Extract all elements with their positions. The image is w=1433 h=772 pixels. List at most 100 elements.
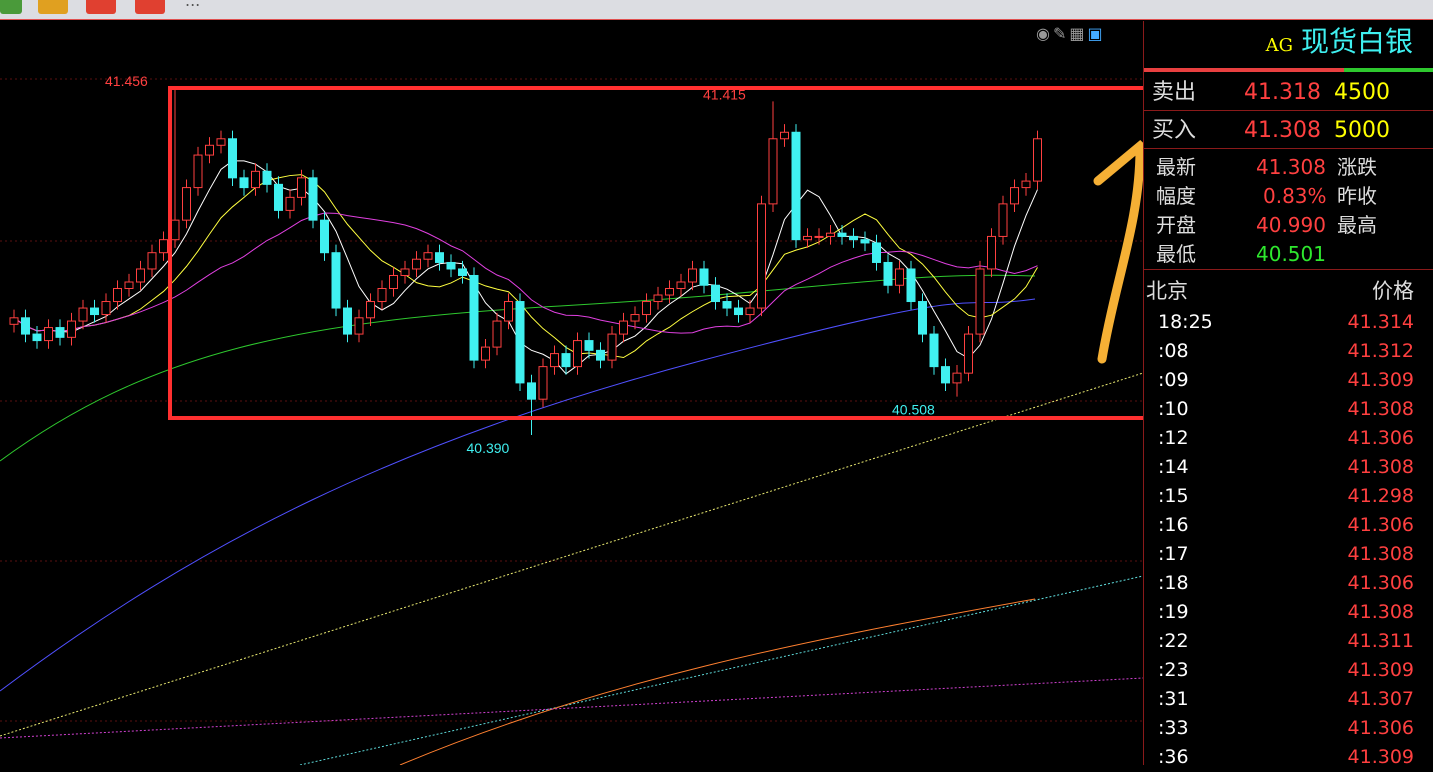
chart-toolbar: ◉✎▦▣ — [1036, 25, 1106, 43]
price-header: 价格 — [1372, 279, 1414, 303]
tick-row: :36 41.309 — [1144, 743, 1433, 772]
toolbar-more[interactable]: ... — [185, 0, 201, 10]
tick-time: :19 — [1158, 601, 1189, 623]
candle-body — [745, 307, 755, 316]
tick-time: :14 — [1158, 456, 1189, 478]
candle-body — [113, 288, 122, 303]
toolbar-button-2[interactable] — [38, 0, 68, 14]
tick-time: :08 — [1158, 340, 1189, 362]
extreme-label: 41.456 — [105, 73, 148, 89]
tick-row: :15 41.298 — [1144, 482, 1433, 511]
ma20-line — [13, 212, 1038, 334]
candle-body — [550, 353, 559, 368]
candle-body — [699, 268, 709, 286]
trend-line-cyan — [299, 575, 1143, 765]
high-label: 最高 — [1337, 213, 1377, 237]
candle-body — [561, 353, 571, 368]
candle-body — [90, 307, 99, 316]
tick-time: 18:25 — [1158, 311, 1213, 333]
candle-body — [285, 196, 295, 211]
candle-body — [458, 268, 467, 276]
latest-label: 最新 — [1156, 155, 1196, 179]
toolbar-button-4[interactable] — [135, 0, 165, 14]
candle-body — [757, 203, 766, 309]
candle-body — [630, 314, 640, 322]
trend-line-orange — [399, 598, 1036, 765]
candle-body — [423, 252, 433, 260]
candle-body — [722, 301, 732, 309]
candle-body — [377, 288, 387, 303]
candle-body — [216, 138, 226, 146]
candle-body — [814, 235, 824, 238]
candle-body — [492, 320, 502, 348]
buy-row: 买入 41.308 5000 — [1144, 118, 1433, 144]
tick-price: 41.298 — [1347, 485, 1414, 507]
candle-body — [895, 268, 904, 286]
instrument-title: AG 现货白银 — [1266, 25, 1413, 63]
candle-body — [849, 235, 858, 241]
tick-time: :23 — [1158, 659, 1189, 681]
candle-body — [596, 349, 605, 361]
tick-row: :17 41.308 — [1144, 540, 1433, 569]
candle-body — [343, 307, 352, 335]
candle-body — [607, 333, 617, 361]
tick-price: 41.306 — [1347, 427, 1414, 449]
candle-body — [101, 301, 111, 316]
tick-time: :31 — [1158, 688, 1189, 710]
candle-body — [228, 138, 237, 179]
candle-body — [791, 131, 801, 241]
candle-body — [952, 372, 962, 384]
candle-body — [987, 235, 996, 270]
candle-body — [78, 307, 88, 322]
candle-body — [136, 268, 145, 283]
tick-price: 41.308 — [1347, 543, 1414, 565]
tick-row: :12 41.306 — [1144, 424, 1433, 453]
tick-time: :16 — [1158, 514, 1189, 536]
tick-row: :16 41.306 — [1144, 511, 1433, 540]
tick-price: 41.308 — [1347, 601, 1414, 623]
extreme-label: 41.415 — [703, 86, 746, 102]
candle-body — [975, 268, 985, 335]
candlestick-chart: 41.456 41.415 40.390 40.508 — [0, 73, 1143, 765]
tick-price: 41.308 — [1347, 398, 1414, 420]
candle-body — [964, 333, 973, 374]
candle-body — [642, 301, 651, 316]
candle-body — [929, 333, 939, 368]
candle-body — [274, 183, 283, 211]
candle-body — [918, 301, 927, 335]
toolbar-button-1[interactable] — [0, 0, 22, 14]
candle-body — [734, 307, 743, 316]
tick-price: 41.307 — [1347, 688, 1414, 710]
candle-body — [182, 187, 191, 221]
tick-price: 41.314 — [1347, 311, 1414, 333]
arrow-up-icon — [1093, 139, 1143, 364]
candle-body — [573, 340, 582, 368]
sell-label: 卖出 — [1152, 80, 1197, 105]
grid-icon[interactable]: ▦ — [1069, 24, 1088, 43]
candle-body — [308, 177, 318, 221]
tick-row: :31 41.307 — [1144, 685, 1433, 714]
tick-price: 41.306 — [1347, 514, 1414, 536]
eye-hidden-icon[interactable]: ◉ — [1036, 24, 1053, 43]
tick-time: :15 — [1158, 485, 1189, 507]
candle-body — [653, 294, 663, 303]
low-label: 最低 — [1156, 242, 1196, 266]
candle-body — [239, 177, 249, 189]
candle-body — [941, 366, 950, 384]
tick-row: :19 41.308 — [1144, 598, 1433, 627]
tick-row: :23 41.309 — [1144, 656, 1433, 685]
sell-volume: 4500 — [1334, 80, 1390, 105]
open-value: 40.990 — [1256, 213, 1326, 237]
candle-body — [435, 252, 444, 263]
buy-price: 41.308 — [1244, 118, 1321, 143]
toolbar: ... — [0, 0, 1433, 20]
pencil-icon[interactable]: ✎ — [1052, 24, 1070, 43]
tick-price: 41.309 — [1347, 659, 1414, 681]
candle-body — [688, 268, 697, 283]
panel-toggle-icon[interactable]: ▣ — [1087, 24, 1106, 43]
amplitude-label: 幅度 — [1156, 184, 1196, 208]
tick-price: 41.311 — [1347, 630, 1414, 652]
tick-row: :33 41.306 — [1144, 714, 1433, 743]
tick-time: :33 — [1158, 717, 1189, 739]
toolbar-button-3[interactable] — [86, 0, 116, 14]
